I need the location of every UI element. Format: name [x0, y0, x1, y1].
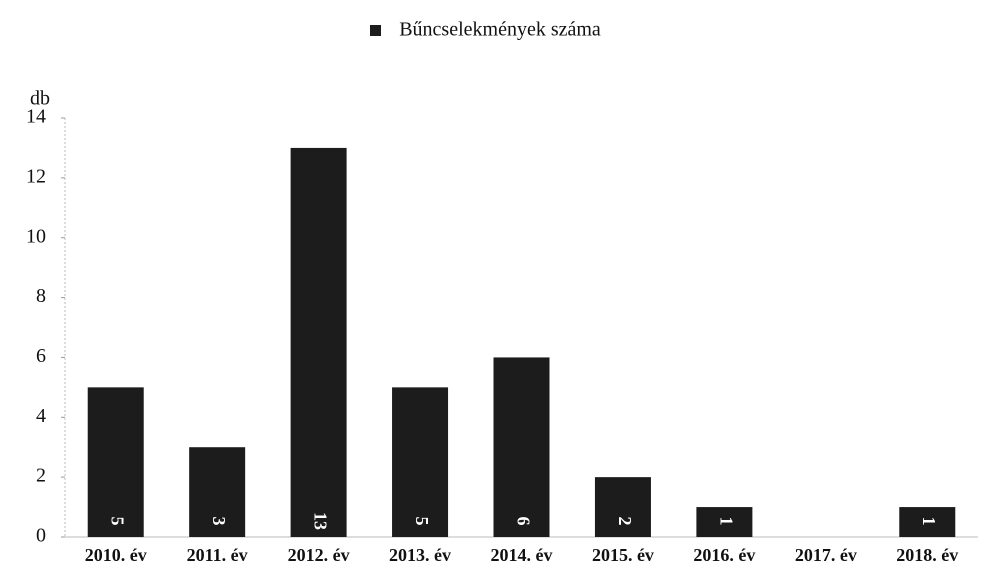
- data-label: 1: [716, 517, 736, 526]
- legend-label: Bűncselekmények száma: [399, 19, 601, 41]
- data-label: 6: [513, 517, 533, 526]
- bar: [189, 447, 246, 537]
- y-axis-label: db: [30, 88, 50, 110]
- y-tick-label: 10: [26, 225, 46, 247]
- bar: [87, 387, 144, 537]
- data-label: 5: [108, 517, 128, 526]
- bar: [493, 357, 550, 537]
- bar: [290, 147, 347, 537]
- x-tick-label: 2017. év: [795, 545, 857, 565]
- y-tick-label: 4: [36, 405, 46, 427]
- y-tick-label: 2: [36, 465, 46, 487]
- x-tick-label: 2014. év: [491, 545, 553, 565]
- data-label: 5: [412, 517, 432, 526]
- legend-swatch: [370, 25, 381, 36]
- x-tick-label: 2013. év: [389, 545, 451, 565]
- x-tick-label: 2012. év: [288, 545, 350, 565]
- y-tick-label: 14: [26, 106, 46, 128]
- x-tick-label: 2016. év: [693, 545, 755, 565]
- data-label: 2: [615, 517, 635, 526]
- bar: [594, 477, 651, 537]
- x-tick-label: 2010. év: [85, 545, 147, 565]
- y-tick-label: 8: [36, 285, 46, 307]
- y-tick-label: 0: [36, 525, 46, 547]
- bar: [392, 387, 449, 537]
- data-label: 1: [919, 517, 939, 526]
- x-tick-label: 2011. év: [187, 545, 248, 565]
- x-tick-label: 2015. év: [592, 545, 654, 565]
- y-tick-label: 12: [26, 165, 46, 187]
- data-label: 13: [310, 512, 330, 530]
- bar: [899, 507, 956, 537]
- x-tick-label: 2018. év: [896, 545, 958, 565]
- data-label: 3: [209, 517, 229, 526]
- bar: [696, 507, 753, 537]
- y-tick-label: 6: [36, 345, 46, 367]
